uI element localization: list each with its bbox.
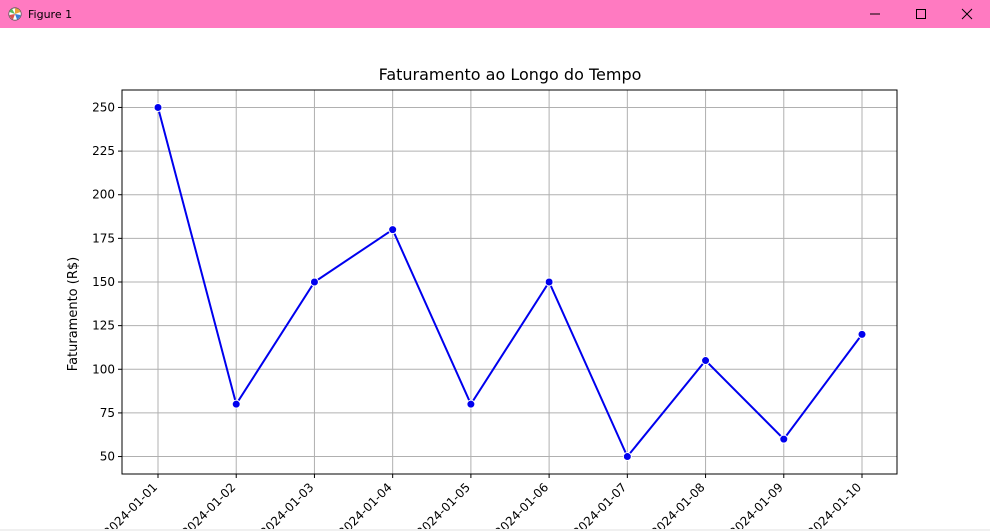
y-axis: 50 75 100 125 150 175 200 225 250 <box>92 100 122 464</box>
x-tick-label: 2024-01-08 <box>648 480 707 531</box>
close-button[interactable] <box>944 0 990 28</box>
data-point[interactable] <box>701 356 711 366</box>
minimize-icon <box>870 13 880 15</box>
x-tick-label: 2024-01-09 <box>727 480 786 531</box>
y-tick-label: 150 <box>92 275 115 289</box>
title-bar[interactable]: Figure 1 <box>0 0 990 28</box>
chart-title: Faturamento ao Longo do Tempo <box>379 65 642 84</box>
grid <box>122 90 897 474</box>
series <box>153 102 867 462</box>
x-tick-label: 2024-01-05 <box>414 480 473 531</box>
maximize-icon <box>916 9 926 19</box>
series-line <box>157 107 863 459</box>
axes-frame <box>121 89 898 475</box>
data-point[interactable] <box>779 434 789 444</box>
data-point[interactable] <box>857 329 867 339</box>
x-tick-label: 2024-01-10 <box>805 480 864 531</box>
x-tick-label: 2024-01-06 <box>492 480 551 531</box>
y-tick-label: 100 <box>92 362 115 376</box>
x-tick-label: 2024-01-04 <box>336 480 395 531</box>
x-tick-label: 2024-01-03 <box>257 480 316 531</box>
data-point[interactable] <box>153 102 163 112</box>
data-point[interactable] <box>544 277 554 287</box>
matplotlib-logo-icon <box>7 6 23 22</box>
window-controls <box>852 0 990 28</box>
window-title: Figure 1 <box>28 7 73 21</box>
maximize-button[interactable] <box>898 0 944 28</box>
status-strip <box>0 529 990 531</box>
y-tick-label: 200 <box>92 188 115 202</box>
data-point[interactable] <box>622 452 632 462</box>
y-tick-label: 75 <box>100 406 115 420</box>
x-axis: 2024-01-01 2024-01-02 2024-01-03 2024-01-04… <box>101 474 864 531</box>
data-point[interactable] <box>231 399 241 409</box>
y-tick-label: 50 <box>100 450 115 464</box>
y-tick-label: 225 <box>92 144 115 158</box>
y-axis-label: Faturamento (R$) <box>66 257 81 371</box>
close-icon <box>961 8 973 20</box>
x-tick-label: 2024-01-07 <box>570 480 629 531</box>
x-tick-label: 2024-01-02 <box>179 480 238 531</box>
minimize-button[interactable] <box>852 0 898 28</box>
y-tick-label: 175 <box>92 231 115 245</box>
y-tick-label: 125 <box>92 319 115 333</box>
data-point[interactable] <box>388 225 398 235</box>
line-chart: Faturamento ao Longo do Tempo Faturament… <box>66 65 898 531</box>
data-point[interactable] <box>309 277 319 287</box>
x-tick-label: 2024-01-01 <box>101 480 160 531</box>
y-tick-label: 250 <box>92 100 115 114</box>
figure-canvas: Faturamento ao Longo do Tempo Faturament… <box>0 28 990 531</box>
data-point[interactable] <box>466 399 476 409</box>
